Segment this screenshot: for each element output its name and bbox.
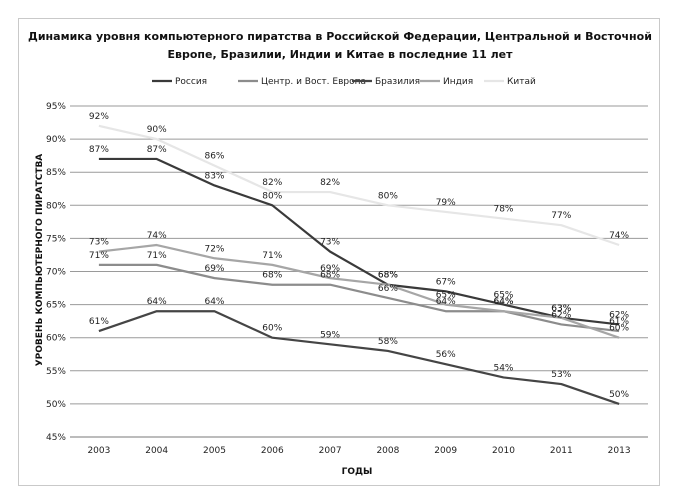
gridlines bbox=[70, 105, 648, 438]
data-label: 64% bbox=[204, 297, 224, 307]
data-label: 68% bbox=[378, 271, 398, 281]
data-label: 68% bbox=[320, 271, 340, 281]
data-label: 64% bbox=[493, 297, 513, 307]
y-tick-label: 60% bbox=[46, 334, 66, 344]
y-tick-label: 65% bbox=[46, 301, 66, 311]
legend-label-4: Китай bbox=[507, 77, 536, 87]
chart-title-line-1: Динамика уровня компьютерного пиратства … bbox=[28, 30, 652, 43]
y-tick-label: 80% bbox=[46, 201, 66, 211]
data-label: 63% bbox=[551, 304, 571, 314]
x-axis-ticks: 2003 2004 2005 2006 2007 2008 2009 2010 2011 2013 bbox=[87, 446, 630, 456]
data-label: 83% bbox=[204, 171, 224, 181]
data-label: 73% bbox=[320, 238, 340, 248]
y-tick-label: 85% bbox=[46, 168, 66, 178]
series-line-1 bbox=[98, 263, 620, 333]
data-label: 60% bbox=[262, 324, 282, 334]
series-line-0 bbox=[98, 157, 620, 326]
data-label: 71% bbox=[262, 251, 282, 261]
data-label: 86% bbox=[204, 152, 224, 162]
data-label: 50% bbox=[609, 390, 629, 400]
series-line-2 bbox=[98, 310, 620, 405]
data-label: 56% bbox=[436, 350, 456, 360]
data-label: 69% bbox=[320, 264, 340, 274]
data-label: 78% bbox=[493, 205, 513, 215]
data-label: 61% bbox=[89, 317, 109, 327]
x-tick-label: 2006 bbox=[261, 446, 284, 456]
data-label: 74% bbox=[609, 231, 629, 241]
data-label: 64% bbox=[436, 297, 456, 307]
chart-title-line-2: Европе, Бразилии, Индии и Китае в послед… bbox=[168, 48, 514, 61]
data-label: 71% bbox=[147, 251, 167, 261]
data-label: 66% bbox=[378, 284, 398, 294]
data-label: 64% bbox=[147, 297, 167, 307]
data-label: 73% bbox=[89, 238, 109, 248]
y-axis-ticks: 45% 50% 55% 60% 65% 70% 75% 80% 85% 90% 95% bbox=[46, 102, 66, 443]
y-tick-label: 70% bbox=[46, 268, 66, 278]
data-label: 77% bbox=[551, 211, 571, 221]
data-label: 65% bbox=[436, 291, 456, 301]
x-axis-title: ГОДЫ bbox=[342, 467, 373, 477]
x-tick-label: 2005 bbox=[203, 446, 226, 456]
data-label: 82% bbox=[262, 178, 282, 188]
y-tick-label: 55% bbox=[46, 367, 66, 377]
data-label: 62% bbox=[551, 310, 571, 320]
chart-frame bbox=[18, 18, 660, 486]
y-tick-label: 50% bbox=[46, 400, 66, 410]
data-label: 61% bbox=[609, 317, 629, 327]
y-tick-label: 90% bbox=[46, 135, 66, 145]
data-label: 74% bbox=[147, 231, 167, 241]
legend-label-1: Центр. и Вост. Европа bbox=[261, 77, 366, 87]
data-label: 80% bbox=[378, 191, 398, 201]
series-lines bbox=[98, 124, 620, 405]
x-tick-label: 2009 bbox=[434, 446, 457, 456]
data-label: 87% bbox=[147, 145, 167, 155]
data-label: 60% bbox=[609, 324, 629, 334]
data-label: 68% bbox=[262, 271, 282, 281]
x-tick-label: 2010 bbox=[492, 446, 515, 456]
data-label: 64% bbox=[493, 297, 513, 307]
data-label: 54% bbox=[493, 363, 513, 373]
data-label: 53% bbox=[551, 370, 571, 380]
x-tick-label: 2011 bbox=[550, 446, 573, 456]
legend: Россия Центр. и Вост. Европа Бразилия Индия… bbox=[152, 77, 536, 87]
data-label: 58% bbox=[378, 337, 398, 347]
data-label: 67% bbox=[436, 277, 456, 287]
legend-label-2: Бразилия bbox=[375, 77, 420, 87]
data-label: 65% bbox=[493, 291, 513, 301]
y-axis-title: УРОВЕНЬ КОМПЬЮТЕРНОГО ПИРАТСТВА bbox=[35, 154, 45, 367]
data-label: 80% bbox=[262, 191, 282, 201]
data-label: 82% bbox=[320, 178, 340, 188]
y-tick-label: 75% bbox=[46, 234, 66, 244]
data-label: 68% bbox=[378, 271, 398, 281]
series-line-3 bbox=[98, 243, 620, 339]
legend-label-0: Россия bbox=[175, 77, 207, 87]
x-tick-label: 2008 bbox=[376, 446, 399, 456]
data-label: 92% bbox=[89, 112, 109, 122]
data-label: 90% bbox=[147, 125, 167, 135]
data-label: 63% bbox=[551, 304, 571, 314]
legend-label-3: Индия bbox=[443, 77, 473, 87]
data-label: 59% bbox=[320, 330, 340, 340]
y-tick-label: 45% bbox=[46, 433, 66, 443]
x-tick-label: 2007 bbox=[319, 446, 342, 456]
data-label: 79% bbox=[436, 198, 456, 208]
data-label: 62% bbox=[609, 310, 629, 320]
x-tick-label: 2003 bbox=[87, 446, 110, 456]
series-line-4 bbox=[98, 124, 620, 247]
y-tick-label: 95% bbox=[46, 102, 66, 112]
data-label: 72% bbox=[204, 244, 224, 254]
data-label: 87% bbox=[89, 145, 109, 155]
data-labels: 87% 87%83%80%73%68%67%65%63%62%71% 71%69%6… bbox=[89, 112, 630, 400]
x-tick-label: 2004 bbox=[145, 446, 168, 456]
x-tick-label: 2013 bbox=[608, 446, 631, 456]
data-label: 71% bbox=[89, 251, 109, 261]
data-label: 69% bbox=[204, 264, 224, 274]
